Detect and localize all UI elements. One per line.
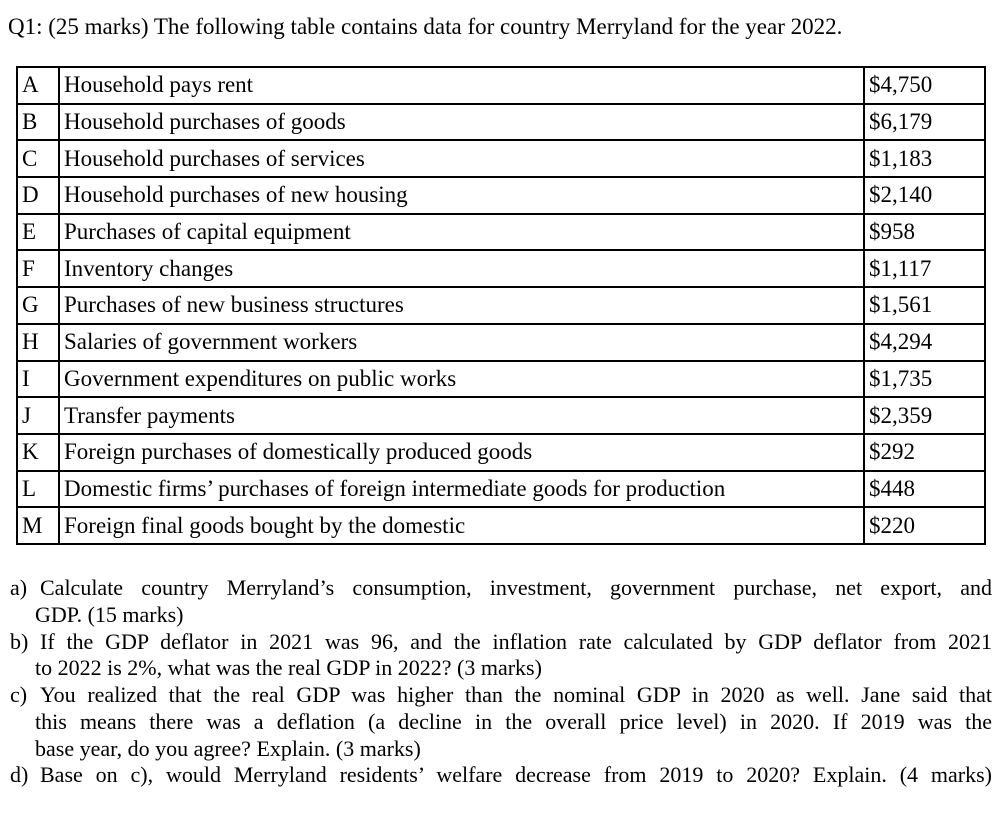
question-label: c) <box>10 682 28 707</box>
questions-list: a) Calculate country Merryland’s consumpt… <box>10 575 992 789</box>
table-row: D Household purchases of new housing $2,14… <box>16 176 986 215</box>
data-table: A Household pays rent $4,750 B Household pur… <box>16 66 986 545</box>
table-row: J Transfer payments $2,359 <box>16 396 986 435</box>
row-letter: H <box>16 322 60 362</box>
data-table-body: A Household pays rent $4,750 B Household pur… <box>16 66 986 545</box>
row-value: $1,183 <box>863 139 986 179</box>
row-letter: B <box>16 102 60 142</box>
row-description: Household purchases of services <box>58 139 865 179</box>
page-title: Q1: (25 marks) The following table conta… <box>8 14 843 39</box>
question-item: c) You realized that the real GDP was hig… <box>10 682 992 762</box>
row-value: $2,140 <box>863 176 986 215</box>
row-letter: M <box>16 506 60 545</box>
row-value: $448 <box>863 469 986 509</box>
row-description: Inventory changes <box>58 249 865 289</box>
row-description: Foreign final goods bought by the domest… <box>58 506 865 545</box>
table-row: E Purchases of capital equipment $958 <box>16 212 986 252</box>
table-row: B Household purchases of goods $6,179 <box>16 102 986 142</box>
table-row: F Inventory changes $1,117 <box>16 249 986 289</box>
question-label: d) <box>10 762 29 788</box>
row-description: Purchases of capital equipment <box>58 212 865 252</box>
row-value: $292 <box>863 432 986 472</box>
question-line: base year, do you agree? Explain. (3 mar… <box>35 735 421 761</box>
row-value: $4,294 <box>863 322 986 362</box>
question-label: a) <box>10 575 28 600</box>
question-item: a) Calculate country Merryland’s consumpt… <box>10 575 992 629</box>
row-letter: G <box>16 286 60 325</box>
question-line: b) If the GDP deflator in 2021 was 96, an… <box>10 628 992 654</box>
row-description: Household purchases of goods <box>58 102 865 142</box>
row-value: $2,359 <box>863 396 986 435</box>
row-value: $4,750 <box>863 66 986 105</box>
row-letter: E <box>16 212 60 252</box>
row-letter: J <box>16 396 60 435</box>
table-row: M Foreign final goods bought by the domes… <box>16 506 986 545</box>
row-description: Household purchases of new housing <box>58 176 865 215</box>
question-line: to 2022 is 2%, what was the real GDP in … <box>35 655 542 681</box>
table-row: H Salaries of government workers $4,294 <box>16 322 986 362</box>
table-row: K Foreign purchases of domestically produ… <box>16 432 986 472</box>
row-description: Salaries of government workers <box>58 322 865 362</box>
row-value: $220 <box>863 506 986 545</box>
row-letter: F <box>16 249 60 289</box>
row-description: Household pays rent <box>58 66 865 105</box>
question-item: d) Base on c), would Merryland residents’… <box>10 762 992 789</box>
row-description: Government expenditures on public works <box>58 359 865 399</box>
row-value: $1,561 <box>863 286 986 325</box>
row-letter: C <box>16 139 60 179</box>
row-value: $1,117 <box>863 249 986 289</box>
row-description: Domestic firms’ purchases of foreign int… <box>58 469 865 509</box>
table-row: L Domestic firms’ purchases of foreign in… <box>16 469 986 509</box>
table-row: C Household purchases of services $1,183 <box>16 139 986 179</box>
row-letter: I <box>16 359 60 399</box>
row-letter: D <box>16 176 60 215</box>
row-value: $6,179 <box>863 102 986 142</box>
table-row: G Purchases of new business structures $1,… <box>16 286 986 325</box>
row-description: Purchases of new business structures <box>58 286 865 325</box>
row-value: $1,735 <box>863 359 986 399</box>
question-line: d) Base on c), would Merryland residents’… <box>10 762 992 788</box>
row-letter: A <box>16 66 60 105</box>
row-description: Foreign purchases of domestically produc… <box>58 432 865 472</box>
question-label: b) <box>10 628 29 654</box>
row-letter: K <box>16 432 60 472</box>
row-letter: L <box>16 469 60 509</box>
row-value: $958 <box>863 212 986 252</box>
table-row: A Household pays rent $4,750 <box>16 66 986 105</box>
table-row: I Government expenditures on public works… <box>16 359 986 399</box>
question-line: a) Calculate country Merryland’s consumpt… <box>10 575 992 600</box>
row-description: Transfer payments <box>58 396 865 435</box>
question-item: b) If the GDP deflator in 2021 was 96, an… <box>10 629 992 683</box>
question-line: GDP. (15 marks) <box>35 601 184 627</box>
question-line: c) You realized that the real GDP was hig… <box>10 682 992 707</box>
question-line: this means there was a deflation (a decl… <box>35 708 992 734</box>
